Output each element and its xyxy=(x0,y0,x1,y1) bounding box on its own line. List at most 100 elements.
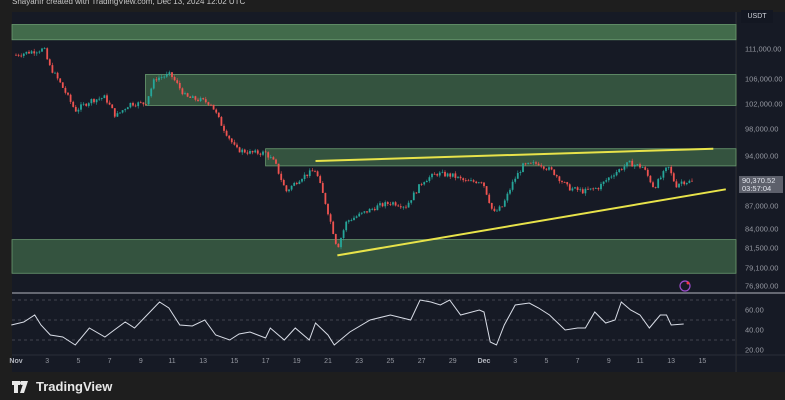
lightning-alert-icon xyxy=(679,280,691,292)
current-price: 90,370.52 xyxy=(742,176,776,185)
candle-body xyxy=(355,216,358,218)
candle-body xyxy=(519,172,522,174)
candle-body xyxy=(397,205,400,207)
candle-body xyxy=(620,169,623,170)
candle-body xyxy=(256,150,259,154)
candle-body xyxy=(558,176,561,182)
candle-body xyxy=(67,92,69,95)
candle-body xyxy=(350,220,353,221)
candle-body xyxy=(392,202,394,205)
candle-body xyxy=(691,180,693,182)
candle-body xyxy=(108,102,111,105)
candle-body xyxy=(587,188,589,190)
candle-body xyxy=(386,202,389,204)
candle-body xyxy=(124,109,127,111)
candle-body xyxy=(665,167,667,172)
candle-body xyxy=(433,173,436,175)
date-tick-label: 19 xyxy=(292,358,301,365)
candle-body xyxy=(319,176,322,183)
candle-body xyxy=(428,177,431,181)
candle-body xyxy=(358,213,361,217)
candle-body xyxy=(288,189,290,192)
candle-body xyxy=(527,162,530,164)
candle-body xyxy=(93,99,95,103)
candle-body xyxy=(563,182,566,183)
brand-name: TradingView xyxy=(36,379,113,394)
candle-body xyxy=(688,180,691,183)
candle-body xyxy=(334,234,337,244)
candle-body xyxy=(566,182,569,185)
candle-body xyxy=(485,186,488,195)
candle-body xyxy=(602,181,605,184)
candle-body xyxy=(373,208,376,211)
candle-body xyxy=(405,206,407,208)
date-tick-label: 11 xyxy=(168,358,176,365)
attribution-text: Shayanfr created with TradingView.com, D… xyxy=(12,0,246,6)
candle-body xyxy=(537,163,540,166)
candle-body xyxy=(574,187,576,189)
supply-demand-zone-3 xyxy=(11,239,737,274)
candle-body xyxy=(477,182,480,184)
candle-body xyxy=(347,220,350,222)
candle-body xyxy=(233,142,236,145)
candle-body xyxy=(389,203,392,205)
candle-body xyxy=(548,167,550,170)
candle-body xyxy=(678,183,680,188)
candle-body xyxy=(95,99,98,103)
candle-body xyxy=(503,200,506,207)
candle-body xyxy=(210,104,212,106)
candle-countdown: 03:57:04 xyxy=(742,184,772,193)
tradingview-logo[interactable]: TradingView xyxy=(12,379,112,394)
candle-body xyxy=(262,151,264,155)
candle-body xyxy=(220,117,223,126)
date-tick-label: 17 xyxy=(261,358,270,365)
candle-body xyxy=(581,189,584,194)
candle-body xyxy=(194,96,197,100)
candle-body xyxy=(659,177,662,180)
candle-body xyxy=(28,51,30,54)
candle-body xyxy=(142,102,145,105)
candle-body xyxy=(277,163,280,174)
candle-body xyxy=(589,188,592,190)
date-tick-label: 27 xyxy=(417,358,426,365)
candle-body xyxy=(259,153,262,155)
candle-body xyxy=(337,243,340,248)
currency-label[interactable]: USDT xyxy=(741,10,773,23)
candle-body xyxy=(451,173,454,177)
candle-body xyxy=(488,194,491,203)
candle-body xyxy=(308,170,311,176)
candle-body xyxy=(654,187,657,188)
candle-body xyxy=(360,212,363,214)
candle-body xyxy=(462,178,465,181)
candle-body xyxy=(121,110,124,113)
candle-body xyxy=(264,151,267,153)
candle-body xyxy=(550,167,553,170)
rsi-line xyxy=(11,299,684,346)
candle-body xyxy=(381,203,384,207)
candle-body xyxy=(217,112,220,118)
candle-body xyxy=(173,77,176,81)
candle-body xyxy=(516,173,519,179)
candle-body xyxy=(571,188,574,191)
candle-body xyxy=(204,99,207,103)
candle-body xyxy=(457,176,459,178)
candle-body xyxy=(38,51,41,53)
candle-body xyxy=(472,180,475,182)
date-tick-label: 25 xyxy=(386,358,395,365)
price-tick-label: 84,000.00 xyxy=(745,224,779,234)
candle-body xyxy=(199,98,202,102)
candle-body xyxy=(376,205,379,211)
date-tick-label: Nov xyxy=(9,358,23,365)
candle-body xyxy=(56,72,59,79)
candle-body xyxy=(230,138,233,143)
candle-body xyxy=(384,202,387,207)
candle-body xyxy=(106,95,108,103)
candle-body xyxy=(483,182,485,187)
candle-body xyxy=(147,96,150,105)
candle-body xyxy=(15,54,17,56)
candle-body xyxy=(639,164,641,168)
candle-body xyxy=(243,149,246,153)
candle-body xyxy=(171,72,173,78)
candle-body xyxy=(236,144,238,148)
